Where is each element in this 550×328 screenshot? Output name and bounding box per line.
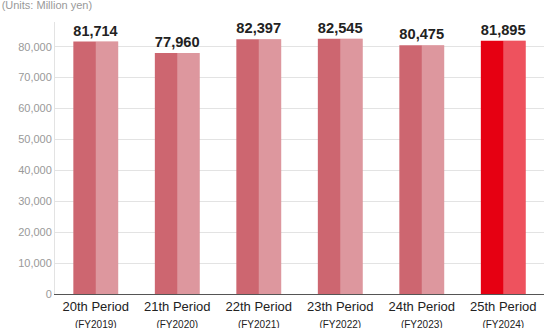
svg-text:20,000: 20,000 [18, 226, 52, 238]
svg-text:81,714: 81,714 [73, 23, 117, 39]
svg-text:80,000: 80,000 [18, 41, 52, 53]
svg-text:24th Period(FY2023): 24th Period(FY2023) [389, 299, 456, 328]
svg-text:30,000: 30,000 [18, 195, 52, 207]
svg-text:70,000: 70,000 [18, 71, 52, 83]
svg-text:25th Period(FY2024): 25th Period(FY2024) [470, 299, 537, 328]
svg-text:20th Period(FY2019): 20th Period(FY2019) [63, 299, 130, 328]
svg-text:77,960: 77,960 [155, 34, 200, 50]
svg-text:60,000: 60,000 [18, 102, 52, 114]
svg-text:21th Period(FY2020): 21th Period(FY2020) [144, 299, 211, 328]
svg-text:50,000: 50,000 [18, 133, 52, 145]
svg-text:40,000: 40,000 [18, 164, 52, 176]
svg-text:10,000: 10,000 [18, 257, 52, 269]
svg-text:22th Period(FY2021): 22th Period(FY2021) [226, 299, 293, 328]
svg-text:23th Period(FY2022): 23th Period(FY2022) [307, 299, 374, 328]
svg-text:82,545: 82,545 [318, 20, 363, 36]
svg-text:81,895: 81,895 [481, 22, 526, 38]
svg-text:0: 0 [46, 288, 52, 300]
svg-text:80,475: 80,475 [399, 26, 444, 42]
svg-text:(Units: Million yen): (Units: Million yen) [2, 0, 92, 11]
svg-text:82,397: 82,397 [236, 20, 281, 36]
